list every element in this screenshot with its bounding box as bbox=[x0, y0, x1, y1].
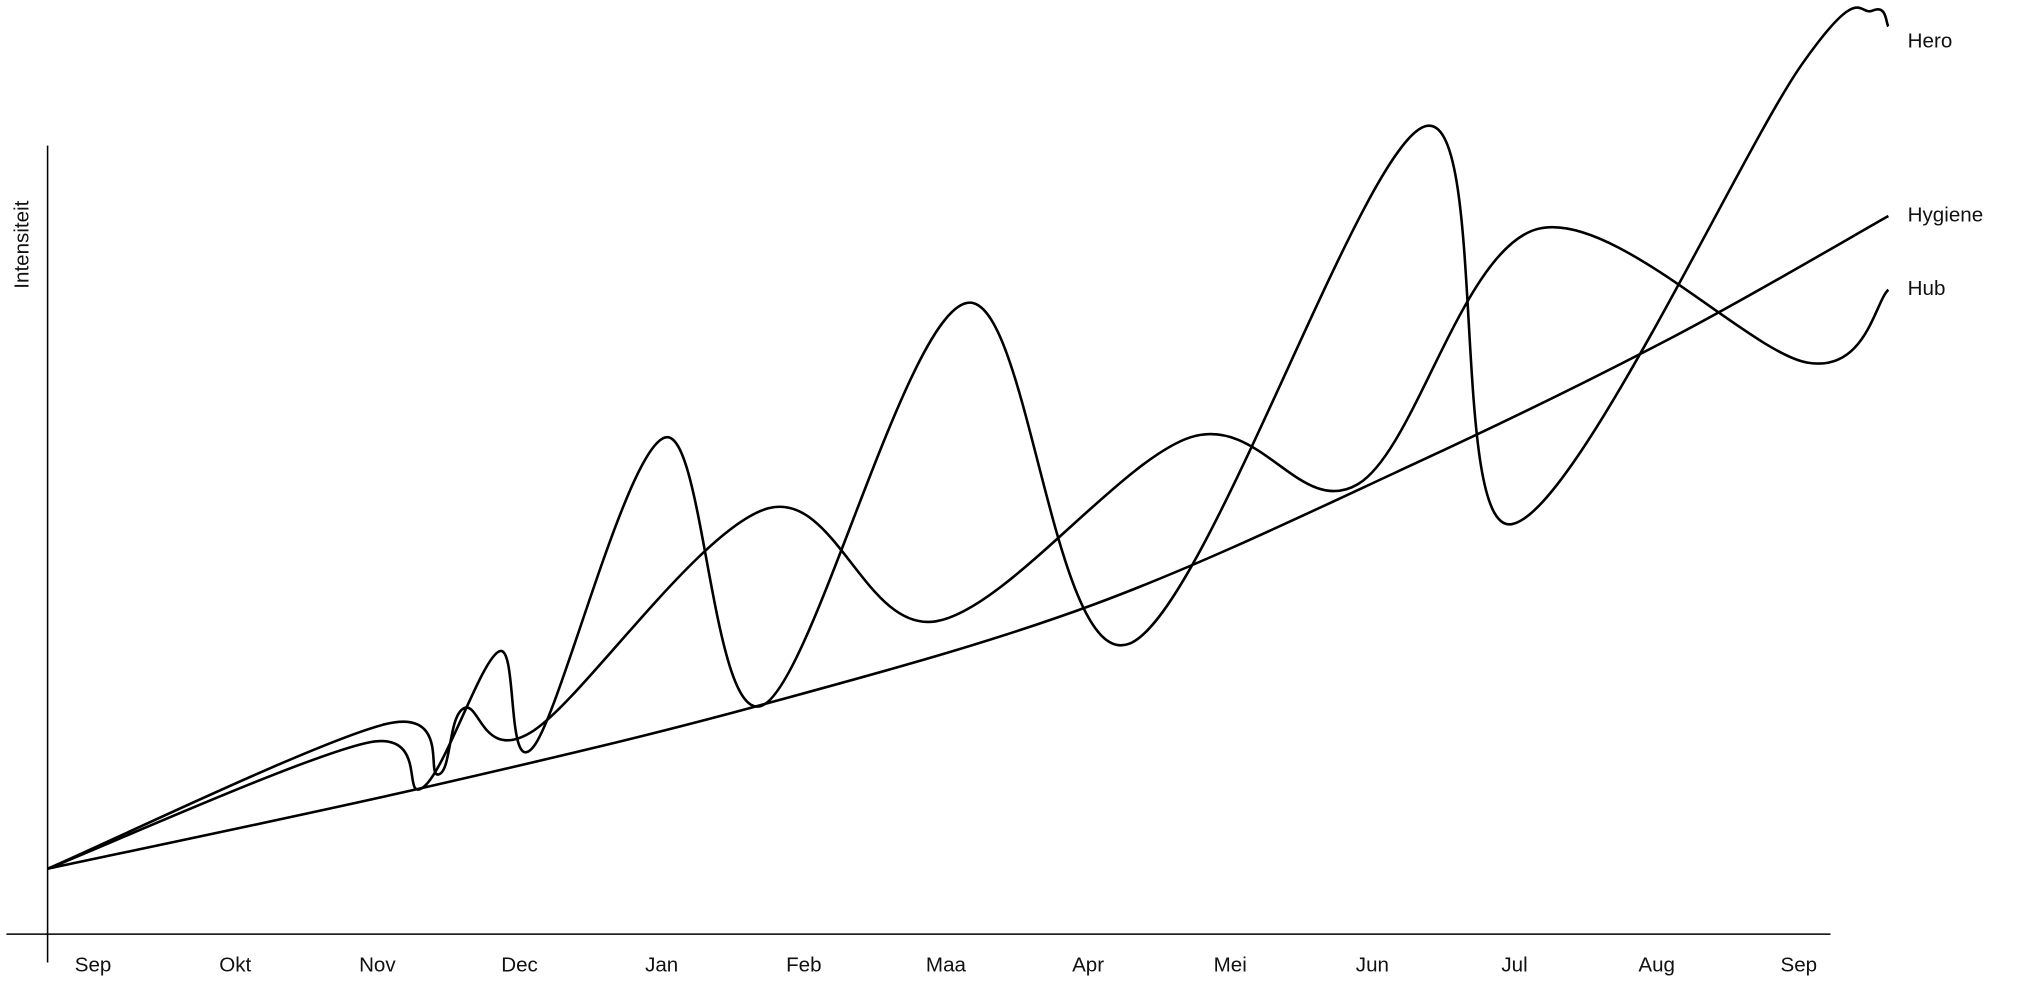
y-axis-label: Intensiteit bbox=[11, 200, 34, 288]
x-tick-label: Apr bbox=[1072, 954, 1104, 977]
x-tick-label: Jan bbox=[645, 954, 678, 977]
line-series bbox=[47, 225, 1890, 870]
x-tick-label: Okt bbox=[219, 954, 251, 977]
x-tick-label: Mei bbox=[1214, 954, 1247, 977]
x-tick-label: Dec bbox=[501, 954, 538, 977]
legend-label: Hygiene bbox=[1908, 203, 1984, 226]
legend-label: Hero bbox=[1908, 29, 1953, 52]
x-tick-label: Aug bbox=[1638, 954, 1675, 977]
x-tick-label: Sep bbox=[1781, 954, 1818, 977]
x-tick-label: Jun bbox=[1356, 954, 1389, 977]
legend-label: Hub bbox=[1908, 277, 1946, 300]
x-tick-label: Maa bbox=[926, 954, 967, 977]
x-tick-label: Nov bbox=[359, 954, 396, 977]
line-series bbox=[47, 214, 1889, 871]
line-series bbox=[47, 6, 1890, 870]
x-tick-label: Jul bbox=[1501, 954, 1527, 977]
x-tick-label: Sep bbox=[75, 954, 112, 977]
x-tick-label: Feb bbox=[786, 954, 821, 977]
